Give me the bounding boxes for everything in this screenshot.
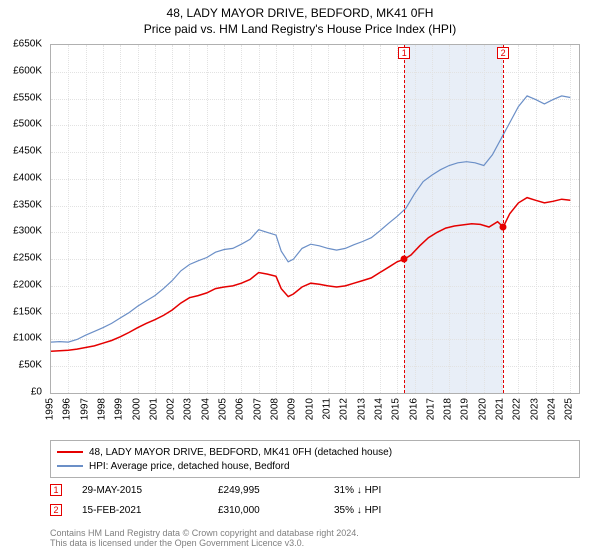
- y-tick-label: £300K: [13, 226, 42, 237]
- y-axis-labels: £0£50K£100K£150K£200K£250K£300K£350K£400…: [0, 44, 46, 394]
- sale-dot: [401, 256, 408, 263]
- x-tick-label: 2004: [200, 398, 211, 420]
- footer-line-2: This data is licensed under the Open Gov…: [50, 538, 580, 548]
- y-tick-label: £200K: [13, 279, 42, 290]
- footer-line-1: Contains HM Land Registry data © Crown c…: [50, 528, 580, 538]
- x-tick-label: 2001: [148, 398, 159, 420]
- x-tick-label: 2022: [512, 398, 523, 420]
- sale-row-marker: 1: [50, 484, 62, 496]
- title-sub: Price paid vs. HM Land Registry's House …: [0, 22, 600, 36]
- x-tick-label: 1995: [45, 398, 56, 420]
- sale-marker-line: [404, 45, 405, 393]
- x-tick-label: 2003: [183, 398, 194, 420]
- series-line: [51, 198, 570, 352]
- x-tick-label: 1997: [79, 398, 90, 420]
- y-tick-label: £450K: [13, 146, 42, 157]
- y-tick-label: £250K: [13, 253, 42, 264]
- sale-marker-box: 1: [398, 47, 410, 59]
- x-tick-label: 2023: [529, 398, 540, 420]
- sale-price: £249,995: [218, 485, 328, 496]
- chart-footer: Contains HM Land Registry data © Crown c…: [50, 528, 580, 548]
- y-tick-label: £400K: [13, 172, 42, 183]
- sale-row: 1 29-MAY-2015 £249,995 31% ↓ HPI: [50, 484, 580, 496]
- sale-row: 2 15-FEB-2021 £310,000 35% ↓ HPI: [50, 504, 580, 516]
- sale-date: 15-FEB-2021: [82, 505, 212, 516]
- x-tick-label: 2008: [270, 398, 281, 420]
- y-tick-label: £550K: [13, 92, 42, 103]
- sale-price: £310,000: [218, 505, 328, 516]
- x-tick-label: 2005: [218, 398, 229, 420]
- sale-dot: [500, 224, 507, 231]
- sale-marker-box: 2: [497, 47, 509, 59]
- x-tick-label: 2024: [547, 398, 558, 420]
- legend-item: HPI: Average price, detached house, Bedf…: [57, 459, 573, 473]
- x-axis-labels: 1995199619971998199920002001200220032004…: [50, 394, 580, 444]
- chart-plot-area: 12: [50, 44, 580, 394]
- y-tick-label: £100K: [13, 333, 42, 344]
- x-tick-label: 2012: [339, 398, 350, 420]
- y-tick-label: £0: [31, 387, 42, 398]
- x-tick-label: 2006: [235, 398, 246, 420]
- series-line: [51, 96, 570, 342]
- sale-date: 29-MAY-2015: [82, 485, 212, 496]
- chart-svg: [51, 45, 579, 393]
- sale-diff: 35% ↓ HPI: [334, 505, 381, 516]
- y-tick-label: £500K: [13, 119, 42, 130]
- title-block: 48, LADY MAYOR DRIVE, BEDFORD, MK41 0FH …: [0, 0, 600, 36]
- x-tick-label: 2011: [321, 398, 332, 420]
- x-tick-label: 1999: [114, 398, 125, 420]
- y-tick-label: £50K: [19, 360, 42, 371]
- y-tick-label: £600K: [13, 65, 42, 76]
- y-tick-label: £150K: [13, 306, 42, 317]
- x-tick-label: 2020: [477, 398, 488, 420]
- chart-legend: 48, LADY MAYOR DRIVE, BEDFORD, MK41 0FH …: [50, 440, 580, 478]
- legend-swatch: [57, 465, 83, 467]
- x-tick-label: 2018: [443, 398, 454, 420]
- legend-swatch: [57, 451, 83, 453]
- sale-marker-line: [503, 45, 504, 393]
- x-tick-label: 2017: [425, 398, 436, 420]
- x-tick-label: 1996: [62, 398, 73, 420]
- x-tick-label: 2000: [131, 398, 142, 420]
- sale-row-marker: 2: [50, 504, 62, 516]
- x-tick-label: 2010: [304, 398, 315, 420]
- x-tick-label: 2025: [564, 398, 575, 420]
- x-tick-label: 2013: [356, 398, 367, 420]
- x-tick-label: 2002: [166, 398, 177, 420]
- legend-label: HPI: Average price, detached house, Bedf…: [89, 461, 290, 472]
- chart-container: 48, LADY MAYOR DRIVE, BEDFORD, MK41 0FH …: [0, 0, 600, 560]
- x-tick-label: 2009: [287, 398, 298, 420]
- legend-label: 48, LADY MAYOR DRIVE, BEDFORD, MK41 0FH …: [89, 447, 392, 458]
- x-tick-label: 2014: [373, 398, 384, 420]
- x-tick-label: 2015: [391, 398, 402, 420]
- y-tick-label: £650K: [13, 39, 42, 50]
- legend-item: 48, LADY MAYOR DRIVE, BEDFORD, MK41 0FH …: [57, 445, 573, 459]
- sale-diff: 31% ↓ HPI: [334, 485, 381, 496]
- x-tick-label: 2007: [252, 398, 263, 420]
- x-tick-label: 1998: [96, 398, 107, 420]
- title-main: 48, LADY MAYOR DRIVE, BEDFORD, MK41 0FH: [0, 6, 600, 20]
- x-tick-label: 2016: [408, 398, 419, 420]
- y-tick-label: £350K: [13, 199, 42, 210]
- x-tick-label: 2019: [460, 398, 471, 420]
- x-tick-label: 2021: [495, 398, 506, 420]
